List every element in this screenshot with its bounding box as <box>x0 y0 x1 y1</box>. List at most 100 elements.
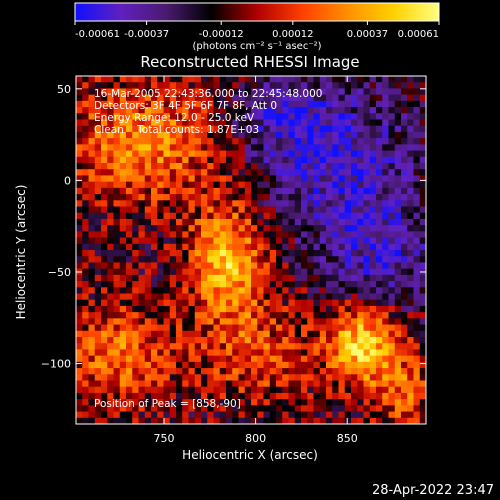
heatmap-cell <box>369 268 377 276</box>
heatmap-cell <box>363 337 371 344</box>
heatmap-cell <box>163 411 171 419</box>
heatmap-cell <box>382 417 389 425</box>
heatmap-cell <box>107 225 114 232</box>
heatmap-cell <box>388 163 396 170</box>
heatmap-cell <box>207 386 214 394</box>
heatmap-cell <box>138 125 146 133</box>
heatmap-cell <box>232 349 239 357</box>
heatmap-cell <box>344 169 352 176</box>
heatmap-cell <box>413 94 421 102</box>
heatmap-cell <box>269 250 277 257</box>
heatmap-cell <box>176 250 183 257</box>
heatmap-cell <box>144 163 152 170</box>
heatmap-cell <box>119 113 127 120</box>
heatmap-cell <box>276 287 283 294</box>
heatmap-cell <box>257 337 264 344</box>
heatmap-cell <box>276 312 283 319</box>
heatmap-cell <box>151 368 158 375</box>
heatmap-cell <box>226 411 233 419</box>
heatmap-cell <box>307 175 314 183</box>
heatmap-cell <box>88 138 96 145</box>
heatmap-cell <box>376 212 383 220</box>
heatmap-cell <box>294 88 302 96</box>
heatmap-cell <box>394 107 402 114</box>
heatmap-cell <box>313 274 321 282</box>
heatmap-cell <box>351 343 358 350</box>
heatmap-cell <box>94 107 102 114</box>
heatmap-cell <box>301 194 308 201</box>
heatmap-cell <box>213 281 221 288</box>
heatmap-cell <box>288 293 296 301</box>
heatmap-cell <box>169 374 177 381</box>
heatmap-cell <box>401 206 408 214</box>
heatmap-cell <box>157 94 164 102</box>
heatmap-cell <box>188 268 196 276</box>
heatmap-cell <box>394 386 402 394</box>
colorbar-tick-label: -0.00012 <box>199 29 244 40</box>
heatmap-cell <box>382 337 389 344</box>
heatmap-cell <box>269 237 277 245</box>
heatmap-cell <box>151 293 158 301</box>
heatmap-cell <box>338 380 346 388</box>
heatmap-cell <box>282 131 289 139</box>
heatmap-cell <box>94 399 102 406</box>
heatmap-cell <box>88 200 96 207</box>
heatmap-cell <box>413 218 421 226</box>
heatmap-cell <box>326 194 333 201</box>
heatmap-cell <box>119 131 127 139</box>
heatmap-cell <box>201 225 208 232</box>
heatmap-cell <box>313 268 321 276</box>
heatmap-cell <box>301 187 308 195</box>
heatmap-cell <box>101 181 108 189</box>
heatmap-cell <box>188 212 196 220</box>
heatmap-cell <box>282 163 289 170</box>
heatmap-cell <box>238 131 246 139</box>
heatmap-cell <box>363 355 371 363</box>
heatmap-cell <box>407 355 414 363</box>
heatmap-cell <box>282 119 289 127</box>
heatmap-cell <box>263 287 271 294</box>
heatmap-cell <box>263 399 271 406</box>
heatmap-cell <box>357 131 364 139</box>
heatmap-cell <box>288 119 296 127</box>
heatmap-cell <box>188 76 196 83</box>
heatmap-cell <box>176 144 183 151</box>
heatmap-cell <box>94 361 102 369</box>
heatmap-cell <box>182 187 189 195</box>
heatmap-cell <box>376 76 383 83</box>
heatmap-cell <box>407 181 414 189</box>
heatmap-cell <box>132 256 139 263</box>
heatmap-cell <box>369 194 377 201</box>
heatmap-cell <box>113 119 121 127</box>
heatmap-cell <box>194 324 202 332</box>
heatmap-cell <box>251 82 258 89</box>
heatmap-cell <box>401 100 408 108</box>
heatmap-cell <box>394 343 402 350</box>
heatmap-cell <box>394 206 402 214</box>
heatmap-cell <box>338 113 346 120</box>
heatmap-cell <box>269 113 277 120</box>
heatmap-cell <box>301 262 308 270</box>
heatmap-cell <box>201 312 208 319</box>
heatmap-cell <box>282 194 289 201</box>
heatmap-cell <box>376 82 383 89</box>
heatmap-cell <box>413 107 421 114</box>
heatmap-cell <box>257 281 264 288</box>
heatmap-cell <box>319 119 327 127</box>
heatmap-cell <box>101 330 108 338</box>
heatmap-cell <box>176 380 183 388</box>
heatmap-cell <box>332 417 339 425</box>
heatmap-cell <box>388 368 396 375</box>
heatmap-cell <box>82 392 89 400</box>
heatmap-cell <box>288 163 296 170</box>
heatmap-cell <box>88 343 96 350</box>
heatmap-cell <box>326 144 333 151</box>
heatmap-cell <box>94 163 102 170</box>
heatmap-cell <box>94 169 102 176</box>
heatmap-cell <box>94 256 102 263</box>
y-axis-title: Heliocentric Y (arcsec) <box>14 185 28 320</box>
heatmap-cell <box>332 131 339 139</box>
heatmap-cell <box>244 374 252 381</box>
heatmap-cell <box>257 206 264 214</box>
heatmap-cell <box>88 225 96 232</box>
